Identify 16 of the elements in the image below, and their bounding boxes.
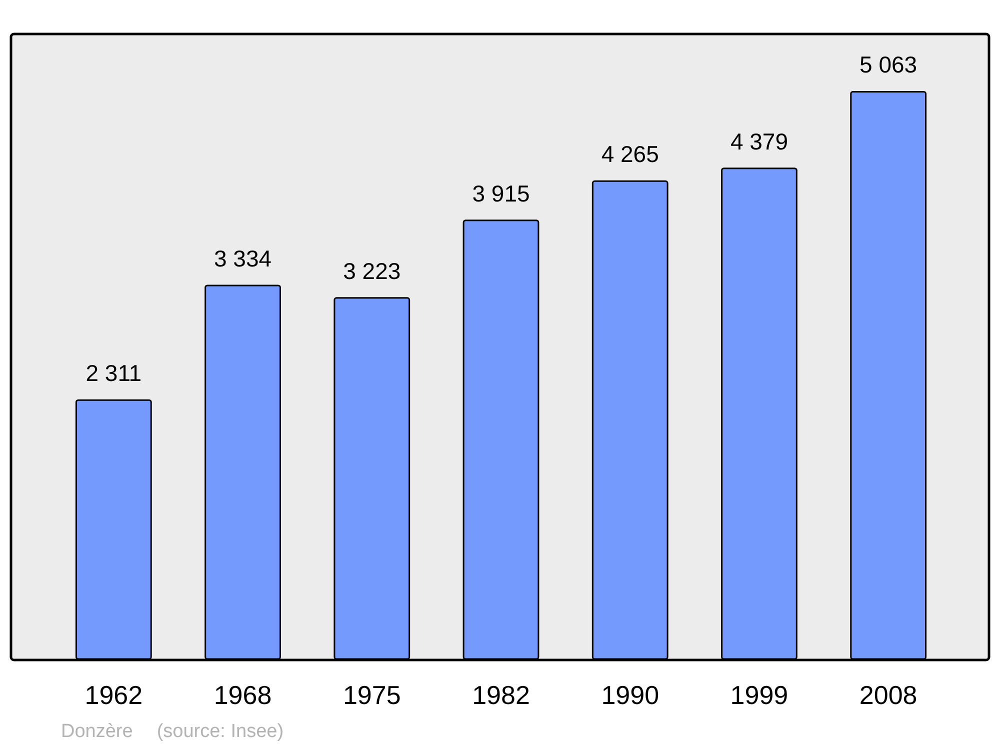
data-label: 4 265: [601, 141, 659, 168]
x-tick-label: 1962: [84, 680, 143, 710]
data-label: 4 379: [730, 128, 788, 154]
data-label: 2 311: [86, 360, 142, 386]
x-tick-label: 1975: [342, 680, 401, 710]
data-label: 3 223: [343, 258, 401, 284]
data-label: 5 063: [860, 52, 918, 78]
x-tick-label: 2008: [859, 680, 918, 710]
text: Donzère: [61, 721, 133, 742]
x-tick-label: 1968: [214, 680, 272, 710]
x-tick-label: 1999: [730, 680, 788, 710]
x-tick-label: 1982: [472, 680, 530, 710]
text: (source: Insee): [156, 721, 284, 742]
x-tick-label: 1990: [601, 680, 660, 710]
data-label: 3 915: [472, 180, 530, 206]
data-label: 3 334: [214, 245, 272, 272]
